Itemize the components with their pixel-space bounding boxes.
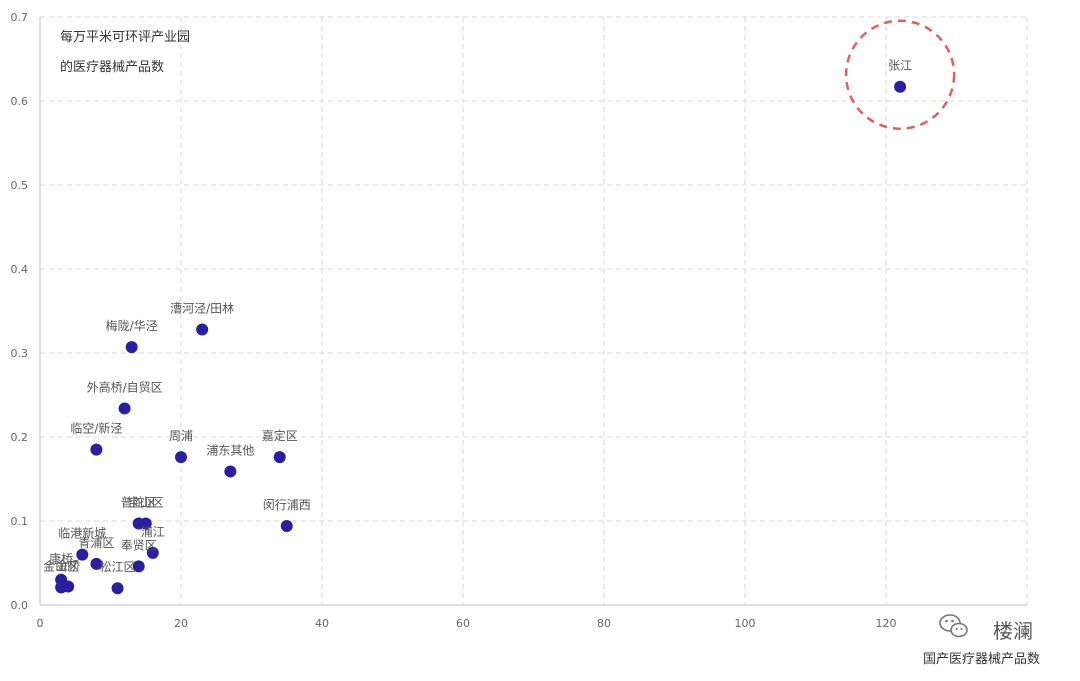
watermark: 楼澜 — [939, 614, 1033, 643]
data-point-label: 周浦 — [169, 429, 193, 443]
data-point — [90, 443, 103, 456]
data-point-label: 闵行浦西 — [263, 497, 311, 512]
data-point-label: 浦江 — [141, 525, 165, 539]
y-tick-label: 0.4 — [11, 263, 29, 276]
y-tick-label: 0.0 — [11, 599, 29, 612]
data-point — [273, 451, 286, 464]
data-point — [139, 517, 152, 530]
y-axis-label-line-2: 的医疗器械产品数 — [60, 59, 164, 75]
y-tick-label: 0.1 — [11, 515, 29, 528]
x-tick-label: 20 — [174, 617, 188, 630]
data-point-label: 普陀区 — [121, 495, 157, 510]
data-point-label: 张江 — [888, 59, 912, 73]
data-point-label: 漕河泾/田林 — [170, 301, 234, 315]
highlight-layer — [844, 19, 956, 130]
x-tick-label: 0 — [37, 617, 44, 630]
data-point-label: 临港新城 — [58, 526, 106, 541]
x-tick-label: 120 — [876, 617, 897, 630]
x-tick-label: 60 — [456, 617, 470, 630]
data-point — [146, 546, 159, 559]
y-tick-label: 0.7 — [11, 11, 29, 24]
data-point — [196, 323, 209, 336]
data-point-label: 松江区 — [100, 560, 136, 574]
data-point — [224, 465, 237, 478]
y-tick-label: 0.2 — [11, 431, 29, 444]
x-tick-label: 40 — [315, 617, 329, 630]
x-axis-label: 国产医疗器械产品数 — [923, 652, 1040, 667]
points-layer — [55, 80, 907, 595]
data-point-label: 外高桥/自贸区 — [87, 379, 163, 394]
axis-layer: 0 20 40 60 80 100 120 0.0 0.1 0.2 0.3 0.4 0.5 0.6 0.7 — [11, 11, 1027, 630]
watermark-text: 楼澜 — [993, 619, 1033, 643]
data-point — [175, 451, 187, 464]
data-point-label: 康桥 — [49, 551, 73, 566]
data-point — [132, 560, 145, 573]
x-tick-label: 100 — [735, 617, 756, 630]
y-tick-label: 0.6 — [11, 95, 29, 108]
data-point-label: 青浦区 — [78, 536, 114, 550]
data-point-label: 嘉定区 — [262, 428, 298, 443]
grid-layer — [40, 16, 1028, 605]
data-point — [118, 402, 131, 415]
data-point-label: 奉贤区 — [121, 538, 157, 552]
data-point — [280, 520, 293, 533]
data-point-label: 浦东其他 — [206, 443, 254, 457]
data-point-label: 金山区 — [43, 558, 79, 573]
data-point-label: 金桥 — [56, 558, 80, 573]
data-point — [90, 557, 103, 570]
data-point — [62, 580, 75, 593]
y-tick-label: 0.5 — [11, 179, 29, 192]
y-axis-label-line-1: 每万平米可环评产业园 — [60, 29, 190, 45]
highlight-circle — [844, 19, 956, 130]
data-point — [111, 582, 124, 595]
data-point-label: 临空/新泾 — [70, 421, 122, 436]
data-point — [125, 341, 138, 354]
wechat-icon — [939, 614, 968, 638]
data-point-label: 宝山区 — [128, 496, 164, 510]
data-point — [76, 548, 89, 561]
y-tick-label: 0.3 — [11, 347, 29, 360]
x-tick-label: 80 — [597, 617, 611, 630]
data-point — [894, 80, 907, 93]
data-point-label: 梅陇/华泾 — [106, 318, 158, 333]
